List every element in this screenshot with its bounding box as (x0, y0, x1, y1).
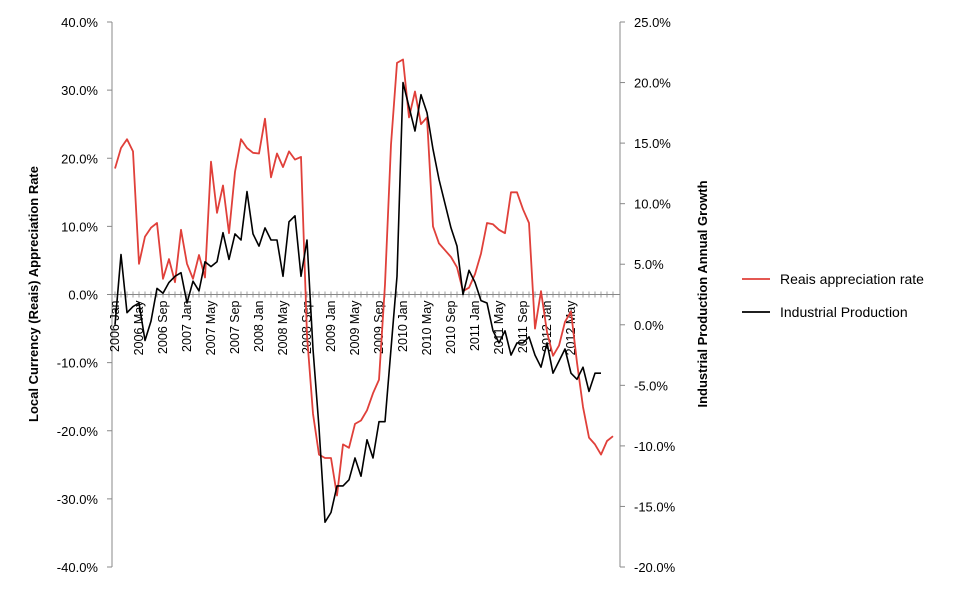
x-tick-label: 2006 Jan (108, 300, 122, 351)
left-tick-label: -20.0% (57, 424, 99, 439)
left-tick-label: -30.0% (57, 492, 99, 507)
x-tick-label: 2010 Jan (396, 300, 410, 351)
left-tick-label: 10.0% (61, 219, 98, 234)
x-tick-label: 2008 May (276, 300, 290, 356)
right-tick-label: -20.0% (634, 560, 676, 575)
right-tick-label: -15.0% (634, 499, 676, 514)
series-group (114, 58, 614, 524)
left-tick-label: 0.0% (68, 288, 98, 303)
x-tick-label: 2007 May (204, 300, 218, 356)
x-tick-label: 2009 May (348, 300, 362, 356)
left-tick-label: 30.0% (61, 83, 98, 98)
x-tick-label: 2009 Jan (324, 300, 338, 351)
x-tick-label: 2007 Sep (228, 300, 242, 354)
x-tick-label: 2006 May (132, 300, 146, 356)
right-tick-label: 25.0% (634, 15, 671, 30)
left-tick-label: -40.0% (57, 560, 99, 575)
x-tick-label: 2006 Sep (156, 300, 170, 354)
legend-label-industrial: Industrial Production (780, 304, 908, 320)
x-tick-label: 2007 Jan (180, 300, 194, 351)
left-tick-label: 20.0% (61, 151, 98, 166)
left-tick-label: 40.0% (61, 15, 98, 30)
legend: Reais appreciation rate Industrial Produ… (742, 271, 924, 320)
legend-label-reais: Reais appreciation rate (780, 271, 924, 287)
right-tick-label: -10.0% (634, 439, 676, 454)
right-tick-label: -5.0% (634, 378, 668, 393)
left-tick-label: -10.0% (57, 356, 99, 371)
x-tick-label: 2008 Jan (252, 300, 266, 351)
series-line-reais-appreciation (114, 58, 614, 497)
series-line-industrial-production (114, 81, 601, 524)
x-tick-label: 2011 May (492, 300, 506, 355)
right-axis-title: Industrial Production Annual Growth (695, 180, 710, 407)
right-tick-label: 20.0% (634, 76, 671, 91)
x-tick-label: 2010 May (420, 300, 434, 356)
right-tick-label: 10.0% (634, 197, 671, 212)
x-tick-label: 2011 Sep (516, 300, 530, 353)
x-tick-labels-group: 2006 Jan 2006 May 2006 Sep 2007 Jan 2007 May… (108, 300, 578, 356)
right-tick-label: 0.0% (634, 318, 664, 333)
x-tick-label: 2010 Sep (444, 300, 458, 354)
axes-group: 40.0% 30.0% 20.0% 10.0% 0.0% -10.0% -20.0% -30.… (57, 15, 676, 575)
left-axis-title: Local Currency (Reais) Appreciation Rate (26, 166, 41, 422)
right-tick-label: 5.0% (634, 257, 664, 272)
x-tick-label: 2011 Jan (468, 300, 482, 351)
right-tick-label: 15.0% (634, 136, 671, 151)
